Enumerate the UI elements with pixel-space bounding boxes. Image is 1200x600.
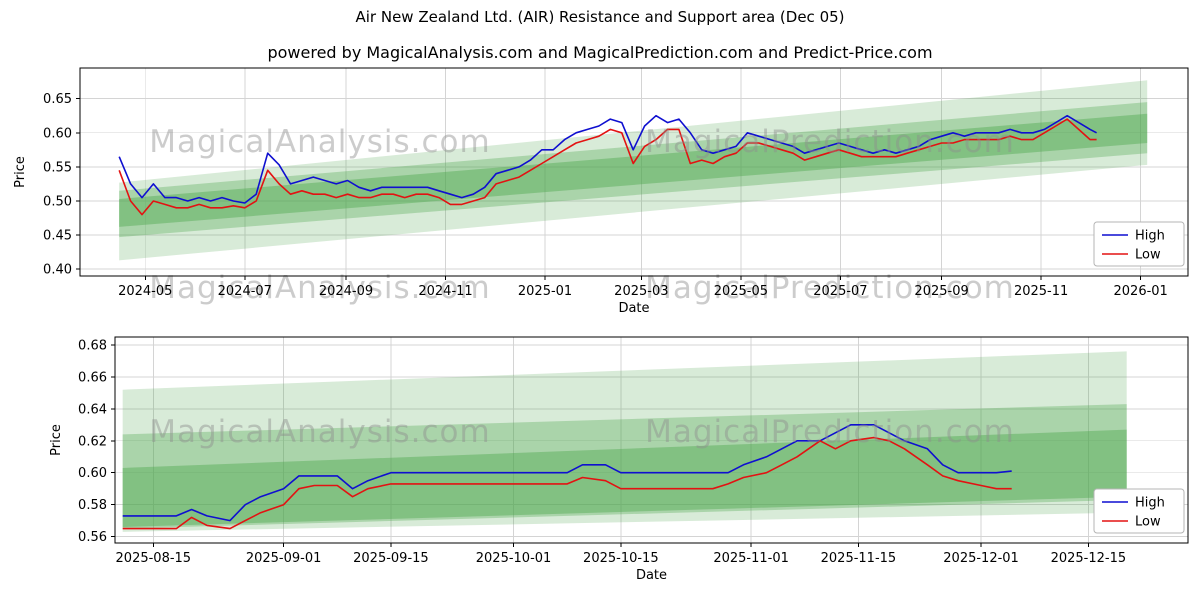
x-tick-label: 2024-07 [218, 284, 272, 299]
chart-title: Air New Zealand Ltd. (AIR) Resistance an… [355, 8, 845, 26]
y-tick-label: 0.60 [43, 126, 72, 141]
y-tick-label: 0.40 [43, 263, 72, 278]
x-tick-label: 2025-10-15 [583, 551, 659, 566]
y-tick-label: 0.58 [78, 498, 107, 513]
y-tick-label: 0.65 [43, 92, 72, 107]
x-tick-label: 2024-05 [118, 284, 172, 299]
legend-box [1093, 221, 1185, 267]
x-tick-label: 2025-11-15 [821, 551, 897, 566]
plot-frame [114, 336, 1189, 544]
x-tick-label: 2025-12-01 [943, 551, 1019, 566]
watermark-text: MagicalAnalysis.com [149, 124, 490, 160]
series-line-high [118, 114, 1097, 204]
legend-box [1093, 488, 1185, 534]
x-tick-label: 2025-09 [914, 284, 968, 299]
y-tick-label: 0.45 [43, 229, 72, 244]
x-tick-label: 2025-05 [714, 284, 768, 299]
series-line-low [122, 436, 1012, 530]
x-tick-label: 2025-09-15 [353, 551, 429, 566]
y-tick-label: 0.56 [78, 530, 107, 545]
x-tick-label: 2025-11 [1014, 284, 1068, 299]
legend-label-high: High [1135, 229, 1165, 244]
legend-label-low: Low [1135, 248, 1161, 263]
y-tick-label: 0.68 [78, 338, 107, 353]
plot-frame [79, 67, 1189, 277]
y-tick-label: 0.50 [43, 194, 72, 209]
x-axis-label: Date [618, 301, 649, 316]
x-tick-label: 2025-10-01 [476, 551, 552, 566]
y-axis-label: Price [49, 424, 64, 456]
watermark-text: MagicalPrediction.com [645, 414, 1015, 450]
x-tick-label: 2025-12-15 [1051, 551, 1127, 566]
chart-subtitle: powered by MagicalAnalysis.com and Magic… [267, 43, 933, 62]
x-tick-label: 2025-03 [614, 284, 668, 299]
x-tick-label: 2025-08-15 [116, 551, 192, 566]
support-resistance-band [119, 102, 1148, 238]
x-tick-label: 2024-09 [319, 284, 373, 299]
x-tick-label: 2024-11 [418, 284, 472, 299]
x-tick-label: 2025-09-01 [246, 551, 322, 566]
support-resistance-band [119, 113, 1148, 227]
y-tick-label: 0.62 [78, 434, 107, 449]
legend-label-low: Low [1135, 515, 1161, 530]
x-tick-label: 2025-07 [813, 284, 867, 299]
y-tick-label: 0.60 [78, 466, 107, 481]
watermark-text: MagicalAnalysis.com [149, 414, 490, 450]
watermark-text: MagicalPrediction.com [645, 124, 1015, 160]
y-tick-label: 0.66 [78, 370, 107, 385]
y-tick-label: 0.55 [43, 160, 72, 175]
legend-label-high: High [1135, 496, 1165, 511]
support-resistance-band [122, 404, 1127, 529]
support-resistance-band [119, 80, 1148, 261]
series-line-low [118, 118, 1097, 216]
x-tick-label: 2025-11-01 [713, 551, 789, 566]
x-tick-label: 2025-01 [518, 284, 572, 299]
y-axis-label: Price [13, 156, 28, 188]
series-line-high [122, 423, 1012, 522]
support-resistance-band [122, 429, 1127, 528]
x-axis-label: Date [636, 568, 667, 583]
x-tick-label: 2026-01 [1114, 284, 1168, 299]
y-tick-label: 0.64 [78, 402, 107, 417]
